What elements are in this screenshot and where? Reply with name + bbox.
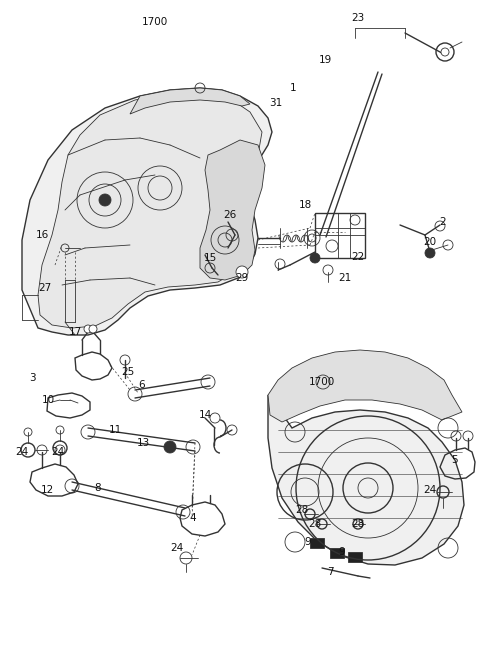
Text: 24: 24 bbox=[170, 543, 184, 553]
Polygon shape bbox=[130, 88, 250, 114]
Text: 20: 20 bbox=[423, 237, 437, 247]
Text: 21: 21 bbox=[338, 273, 352, 283]
Text: 17: 17 bbox=[68, 327, 82, 337]
Text: 3: 3 bbox=[29, 373, 36, 383]
Text: 10: 10 bbox=[41, 395, 55, 405]
Text: 13: 13 bbox=[136, 438, 150, 448]
Text: 28: 28 bbox=[308, 519, 322, 529]
Text: 5: 5 bbox=[452, 455, 458, 465]
Bar bbox=[348, 552, 362, 562]
Text: 27: 27 bbox=[38, 283, 52, 293]
Circle shape bbox=[441, 48, 449, 56]
Text: 14: 14 bbox=[198, 410, 212, 420]
Text: 2: 2 bbox=[440, 217, 446, 227]
Text: 6: 6 bbox=[139, 380, 145, 390]
Polygon shape bbox=[22, 88, 272, 335]
Text: 28: 28 bbox=[351, 519, 365, 529]
Text: 1: 1 bbox=[290, 83, 296, 93]
Circle shape bbox=[425, 248, 435, 258]
Text: 18: 18 bbox=[299, 200, 312, 210]
Bar bbox=[330, 548, 344, 558]
Circle shape bbox=[310, 253, 320, 263]
Text: 31: 31 bbox=[269, 98, 283, 108]
Polygon shape bbox=[268, 395, 464, 565]
Text: 23: 23 bbox=[351, 13, 365, 23]
Text: 15: 15 bbox=[204, 253, 216, 263]
Text: 4: 4 bbox=[190, 513, 196, 523]
Text: 8: 8 bbox=[95, 483, 101, 493]
Polygon shape bbox=[268, 350, 462, 422]
Text: 11: 11 bbox=[108, 425, 121, 435]
Circle shape bbox=[89, 325, 97, 333]
Polygon shape bbox=[200, 140, 265, 280]
Text: 1700: 1700 bbox=[142, 17, 168, 27]
Circle shape bbox=[84, 325, 92, 333]
Text: 12: 12 bbox=[40, 485, 54, 495]
Text: 9: 9 bbox=[339, 547, 345, 557]
Text: 19: 19 bbox=[318, 55, 332, 65]
Text: 26: 26 bbox=[223, 210, 237, 220]
Text: 16: 16 bbox=[36, 230, 48, 240]
Text: 24: 24 bbox=[51, 447, 65, 457]
Bar bbox=[310, 538, 324, 548]
Text: 1700: 1700 bbox=[309, 377, 335, 387]
Text: 28: 28 bbox=[295, 505, 309, 515]
Bar bbox=[315, 213, 365, 258]
Text: 24: 24 bbox=[423, 485, 437, 495]
Text: 9: 9 bbox=[305, 537, 312, 547]
Polygon shape bbox=[38, 92, 262, 328]
Text: 29: 29 bbox=[235, 273, 249, 283]
Text: 25: 25 bbox=[121, 367, 134, 377]
Text: 7: 7 bbox=[327, 567, 333, 577]
Circle shape bbox=[99, 194, 111, 206]
Text: 22: 22 bbox=[351, 252, 365, 262]
Text: 24: 24 bbox=[15, 447, 29, 457]
Circle shape bbox=[164, 441, 176, 453]
Circle shape bbox=[236, 266, 248, 278]
